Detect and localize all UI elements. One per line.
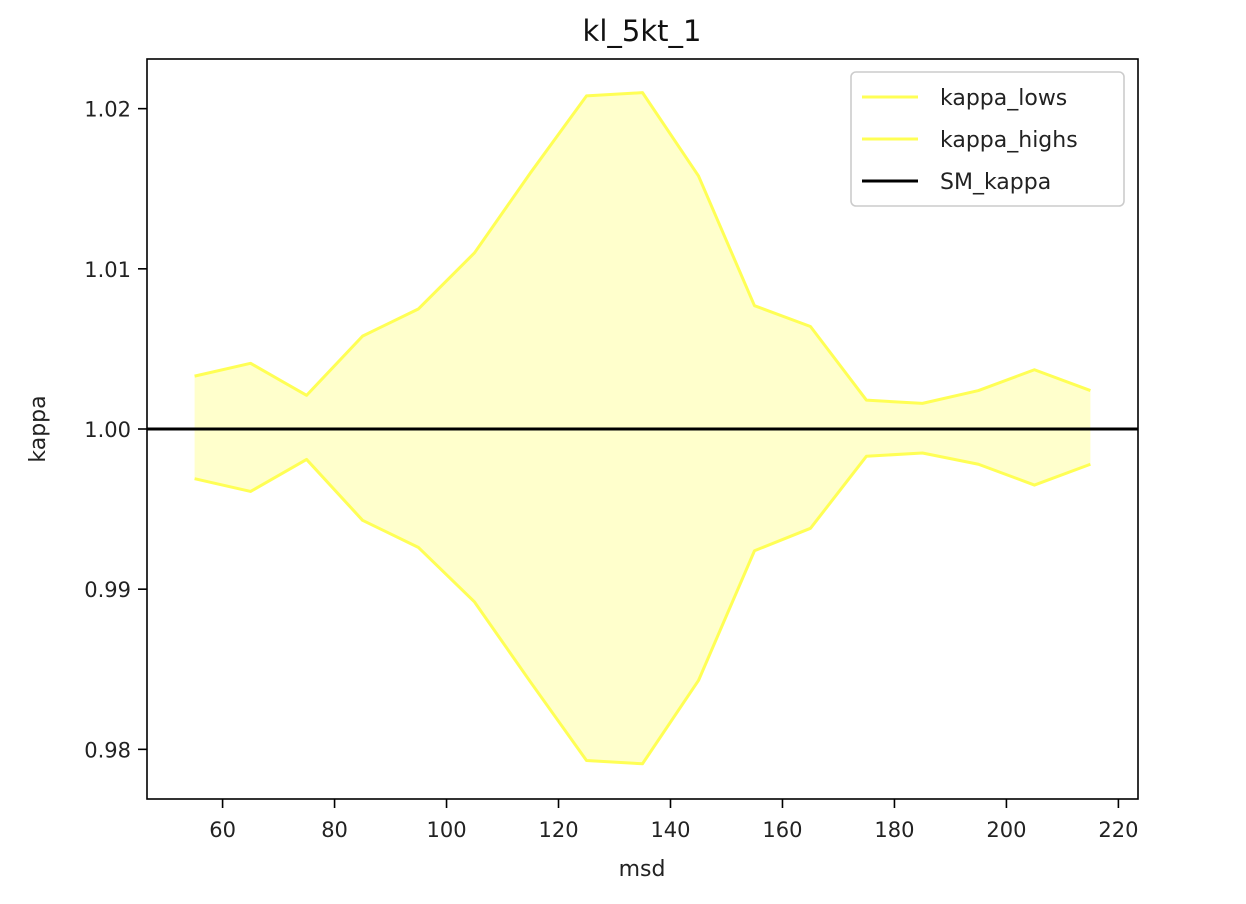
x-axis-label: msd xyxy=(619,857,666,882)
x-tick-label: 140 xyxy=(650,818,690,842)
legend-label: SM_kappa xyxy=(940,170,1051,195)
x-tick-label: 180 xyxy=(874,818,914,842)
chart-title: kl_5kt_1 xyxy=(583,14,702,48)
y-tick-label: 0.98 xyxy=(84,738,131,762)
y-tick-label: 0.99 xyxy=(84,578,131,602)
legend-label: kappa_lows xyxy=(940,86,1067,111)
legend-box xyxy=(850,71,1125,207)
x-axis-ticks: 60 80 100 120 140 160 180 200 220 xyxy=(209,799,1138,842)
y-axis-ticks: 0.98 0.99 1.00 1.01 1.02 xyxy=(84,98,147,762)
kappa-lows-line xyxy=(194,451,1091,766)
x-tick-label: 100 xyxy=(426,818,466,842)
x-tick-label: 80 xyxy=(321,818,348,842)
y-tick-label: 1.00 xyxy=(84,418,131,442)
x-tick-label: 220 xyxy=(1098,818,1138,842)
y-tick-label: 1.01 xyxy=(84,258,131,282)
legend: kappa_lows kappa_highs SM_kappa xyxy=(850,71,1125,207)
x-tick-label: 120 xyxy=(538,818,578,842)
x-tick-label: 160 xyxy=(762,818,802,842)
kappa-highs-line xyxy=(194,91,1091,405)
y-axis-label: kappa xyxy=(26,395,51,462)
y-tick-label: 1.02 xyxy=(84,98,131,122)
x-tick-label: 200 xyxy=(986,818,1026,842)
legend-label: kappa_highs xyxy=(940,128,1078,153)
x-tick-label: 60 xyxy=(209,818,236,842)
plot-area xyxy=(147,91,1138,766)
